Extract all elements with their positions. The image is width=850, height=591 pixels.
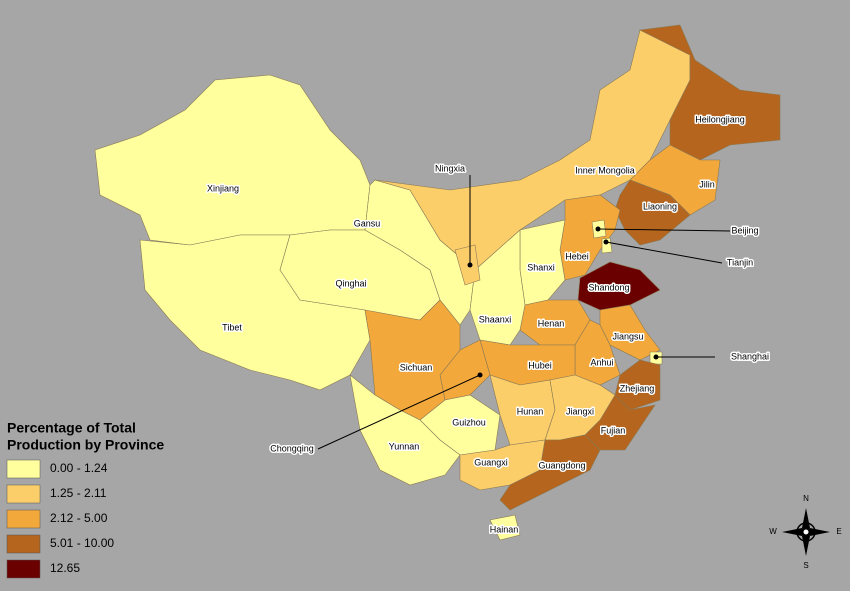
- compass-s: S: [803, 561, 808, 570]
- province: [94, 74, 371, 246]
- province-label: Shandong: [588, 282, 629, 292]
- province-label: Hebei: [565, 251, 589, 261]
- province: [638, 24, 781, 161]
- province-label: Gansu: [354, 218, 381, 228]
- province: [469, 229, 526, 346]
- province: [499, 434, 601, 511]
- leader-line: [317, 374, 481, 450]
- legend-title: Production by Province: [7, 437, 164, 453]
- province-label: Yunnan: [389, 441, 420, 451]
- province-label: Henan: [538, 318, 565, 328]
- province-label: Liaoning: [643, 201, 677, 211]
- province: [364, 299, 461, 421]
- compass-w: W: [769, 527, 777, 536]
- legend-label: 5.01 - 10.00: [50, 536, 114, 550]
- province-label: Hubei: [528, 360, 552, 370]
- province: [614, 179, 691, 246]
- province-label: Guangxi: [474, 457, 508, 467]
- leader-dot: [477, 372, 483, 378]
- province-label: Anhui: [590, 357, 613, 367]
- province-label: Jilin: [699, 179, 715, 189]
- legend-swatch: [6, 534, 41, 554]
- province-label: Qinghai: [335, 278, 366, 288]
- province-label: Shanghai: [731, 351, 769, 361]
- province-label: Xinjiang: [207, 183, 239, 193]
- compass-e: E: [836, 527, 841, 536]
- province-label: Hunan: [517, 406, 544, 416]
- province-label: Heilongjiang: [695, 114, 745, 124]
- legend-label: 2.12 - 5.00: [50, 511, 108, 525]
- leader-dot: [653, 354, 659, 360]
- province-label: Shaanxi: [479, 314, 512, 324]
- province: [139, 234, 371, 391]
- leader-dot: [595, 226, 601, 232]
- legend-swatch: [6, 484, 41, 504]
- leader-line: [597, 228, 731, 232]
- province-label: Hainan: [490, 524, 519, 534]
- province-label: Guizhou: [452, 417, 486, 427]
- leader-line: [605, 241, 723, 264]
- legend-label: 1.25 - 2.11: [50, 486, 107, 500]
- legend-swatch: [6, 459, 41, 479]
- leader-dot: [467, 262, 473, 268]
- legend-swatch: [6, 559, 41, 579]
- province: [544, 374, 616, 441]
- legend-label: 12.65: [50, 561, 80, 575]
- province-label: Fujian: [601, 425, 626, 435]
- leader-dot: [603, 239, 609, 245]
- province-label: Jiangxi: [566, 406, 594, 416]
- province-label: Zhejiang: [620, 383, 655, 393]
- province-label: Beijing: [731, 225, 758, 235]
- province-label: Chongqing: [270, 443, 314, 453]
- legend-title: Percentage of Total: [7, 420, 136, 436]
- province-label: Sichuan: [400, 362, 433, 372]
- province-label: Tianjin: [727, 257, 753, 267]
- province-label: Jiangsu: [612, 331, 643, 341]
- province-label: Guangdong: [538, 460, 585, 470]
- legend-swatch: [6, 509, 41, 529]
- province: [577, 261, 661, 311]
- province-label: Ningxia: [435, 163, 465, 173]
- legend-label: 0.00 - 1.24: [50, 461, 108, 475]
- province: [489, 514, 521, 541]
- compass: N S E W: [769, 494, 841, 570]
- province-label: Shanxi: [527, 262, 555, 272]
- province-label: Inner Mongolia: [575, 165, 635, 175]
- compass-n: N: [803, 494, 809, 503]
- province-label: Tibet: [222, 322, 242, 332]
